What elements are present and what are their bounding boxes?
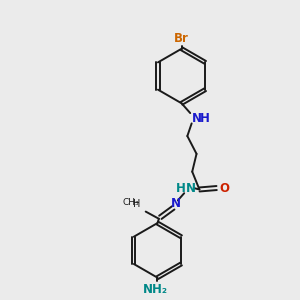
Text: N: N — [171, 197, 181, 210]
Text: N: N — [192, 112, 202, 125]
Text: H: H — [176, 182, 186, 194]
Text: CH₃: CH₃ — [123, 198, 140, 207]
Text: NH₂: NH₂ — [143, 283, 168, 296]
Text: N: N — [186, 182, 196, 194]
Text: O: O — [219, 182, 229, 194]
Text: H: H — [200, 112, 210, 125]
Text: H: H — [134, 199, 141, 209]
Text: Br: Br — [174, 32, 189, 45]
